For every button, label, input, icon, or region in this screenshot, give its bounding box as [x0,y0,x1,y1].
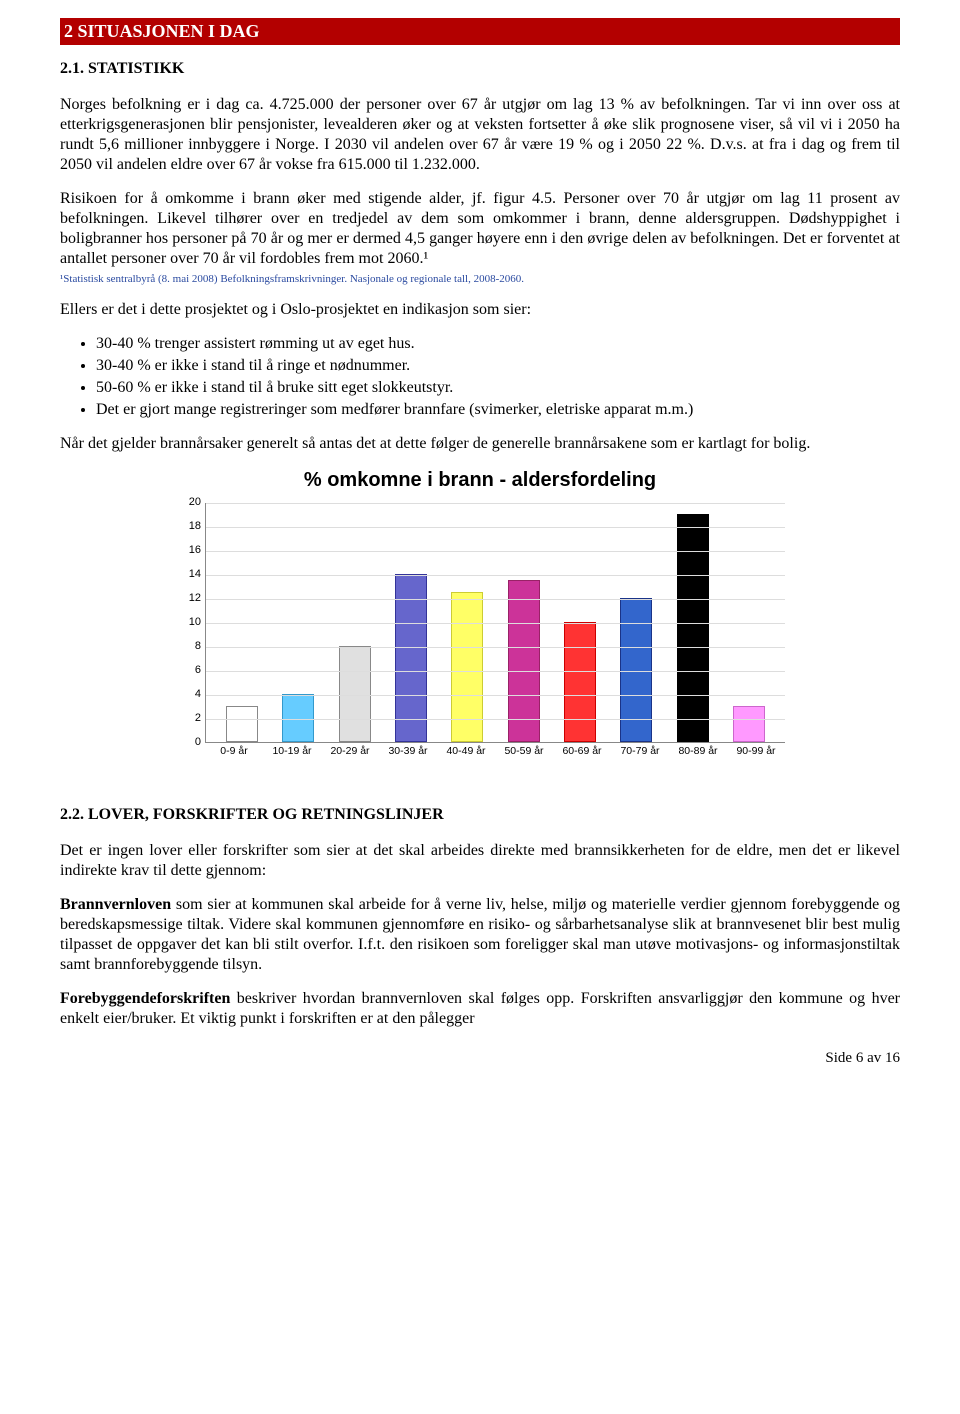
x-tick-label: 50-59 år [495,745,553,758]
x-tick-label: 80-89 år [669,745,727,758]
y-axis: 02468101214161820 [175,503,205,743]
paragraph-7: Forebyggendeforskriften beskriver hvorda… [60,989,900,1029]
grid-line [206,599,785,600]
y-tick-label: 20 [189,496,201,510]
bar [226,706,258,742]
y-tick-label: 2 [195,712,201,726]
x-tick-label: 40-49 år [437,745,495,758]
section-header: 2 SITUASJONEN I DAG [60,18,900,45]
paragraph-6-body: som sier at kommunen skal arbeide for å … [60,896,900,973]
x-tick-label: 20-29 år [321,745,379,758]
bar-chart: 02468101214161820 0-9 år10-19 år20-29 år… [175,503,785,773]
grid-line [206,503,785,504]
paragraph-1: Norges befolkning er i dag ca. 4.725.000… [60,95,900,175]
paragraph-5: Det er ingen lover eller forskrifter som… [60,841,900,881]
page-footer: Side 6 av 16 [60,1049,900,1068]
x-tick-label: 70-79 år [611,745,669,758]
paragraph-4: Når det gjelder brannårsaker generelt så… [60,434,900,454]
paragraph-3: Ellers er det i dette prosjektet og i Os… [60,300,900,320]
chart-plot [205,503,785,743]
y-tick-label: 4 [195,688,201,702]
bar [508,580,540,742]
y-tick-label: 18 [189,520,201,534]
lead-brannvernloven: Brannvernloven [60,896,171,913]
y-tick-label: 14 [189,568,201,582]
paragraph-6: Brannvernloven som sier at kommunen skal… [60,895,900,975]
bullet-list: 30-40 % trenger assistert rømming ut av … [96,334,900,420]
y-tick-label: 16 [189,544,201,558]
list-item: 30-40 % trenger assistert rømming ut av … [96,334,900,354]
grid-line [206,575,785,576]
bar [339,646,371,742]
subheading-22: 2.2. LOVER, FORSKRIFTER OG RETNINGSLINJE… [60,805,900,825]
grid-line [206,623,785,624]
bar [564,622,596,742]
y-tick-label: 6 [195,664,201,678]
chart-title: % omkomne i brann - aldersfordeling [60,468,900,493]
list-item: 50-60 % er ikke i stand til å bruke sitt… [96,378,900,398]
grid-line [206,647,785,648]
list-item: 30-40 % er ikke i stand til å ringe et n… [96,356,900,376]
lead-forebyggende: Forebyggendeforskriften [60,990,230,1007]
subheading-21: 2.1. STATISTIKK [60,59,900,79]
paragraph-2: Risikoen for å omkomme i brann øker med … [60,189,900,269]
x-tick-label: 30-39 år [379,745,437,758]
y-tick-label: 10 [189,616,201,630]
footnote-1: ¹Statistisk sentralbyrå (8. mai 2008) Be… [60,273,900,287]
x-tick-label: 90-99 år [727,745,785,758]
y-tick-label: 0 [195,736,201,750]
grid-line [206,719,785,720]
x-axis-labels: 0-9 år10-19 år20-29 år30-39 år40-49 år50… [205,745,785,758]
y-tick-label: 12 [189,592,201,606]
y-tick-label: 8 [195,640,201,654]
x-tick-label: 60-69 år [553,745,611,758]
list-item: Det er gjort mange registreringer som me… [96,400,900,420]
x-tick-label: 0-9 år [205,745,263,758]
chart-container: % omkomne i brann - aldersfordeling 0 2 4 6… [60,468,900,779]
grid-line [206,695,785,696]
x-tick-label: 10-19 år [263,745,321,758]
bar [620,598,652,742]
grid-line [206,527,785,528]
bar [733,706,765,742]
bar [677,514,709,742]
bar [282,694,314,742]
grid-line [206,671,785,672]
grid-line [206,551,785,552]
